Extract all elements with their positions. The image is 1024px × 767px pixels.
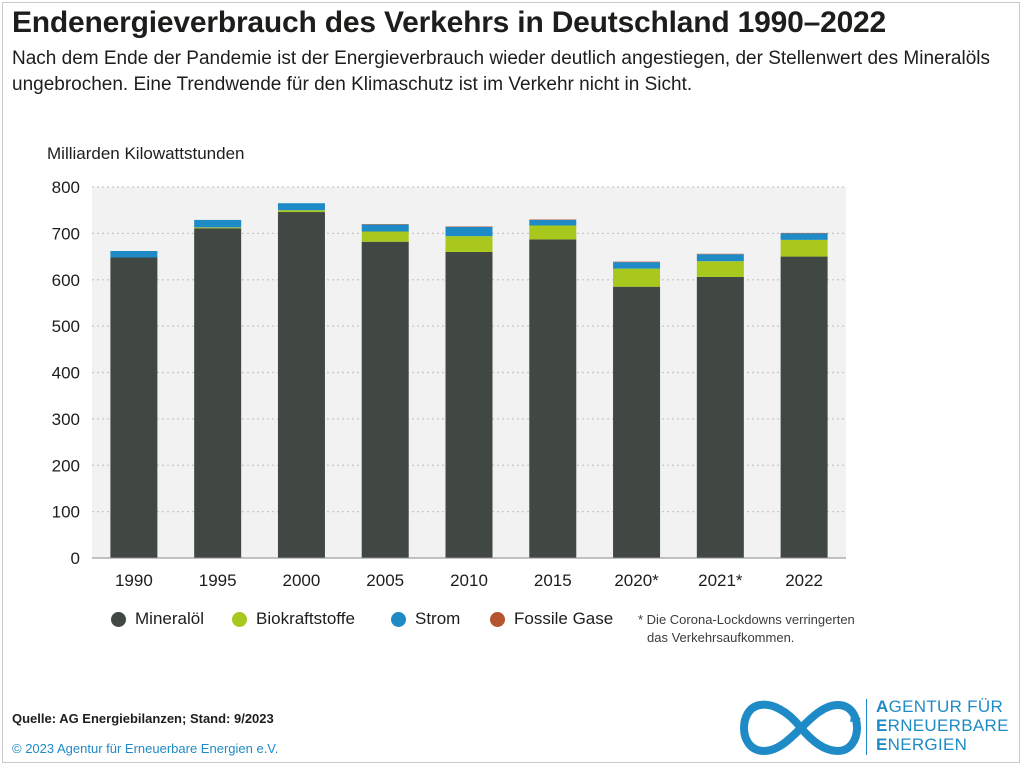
legend-item-mineraloel: Mineralöl [111, 608, 204, 630]
bar-segment-strom-2000 [277, 203, 325, 211]
bar-chart: 0 100 200 300 400 500 600 700 800 1990 1995 2000 200… [52, 178, 846, 590]
legend-swatch-fossile-gase [490, 611, 505, 627]
bar-segment-mineral-l-1990 [110, 257, 158, 558]
copyright-note: © 2023 Agentur für Erneuerbare Energien … [12, 741, 279, 756]
bar-segment-strom-2020 [613, 262, 661, 269]
footnote-line-2: das Verkehrsaufkommen. [647, 630, 795, 645]
chart-subtitle: Nach dem Ende der Pandemie ist der Energ… [12, 48, 990, 95]
x-tick-label: 2005 [366, 571, 404, 590]
x-tick-label: 2021* [698, 571, 743, 590]
footnote-line-1: * Die Corona-Lockdowns verringerten [638, 612, 855, 627]
y-tick-label: 500 [52, 317, 80, 336]
bar-segment-mineral-l-2015 [529, 239, 577, 558]
legend-label-biokraftstoffe: Biokraftstoffe [256, 609, 355, 628]
bar-segment-mineral-l-2010 [445, 251, 493, 559]
bar-segment-strom-2005 [361, 224, 409, 232]
logo-wordmark: AGENTUR FÜR ERNEUERBARE ENERGIEN [876, 697, 1009, 754]
bar-segment-biokraftstoffe-2010 [445, 236, 493, 252]
logo-line-2: RNEUERBARE [887, 716, 1009, 735]
y-axis-label: Milliarden Kilowattstunden [47, 144, 245, 163]
bar-segment-mineral-l-2000 [277, 212, 325, 559]
x-tick-label: 2022 [785, 571, 823, 590]
legend-swatch-strom [391, 611, 406, 627]
x-tick-label: 1990 [115, 571, 153, 590]
bar-segment-strom-1995 [194, 219, 242, 228]
x-tick-label: 2015 [534, 571, 572, 590]
bar-segment-strom-2015 [529, 219, 577, 226]
logo-line-3: NERGIEN [887, 735, 968, 754]
x-tick-label: 1995 [199, 571, 237, 590]
x-tick-label: 2020* [614, 571, 659, 590]
bar-segment-strom-2021 [696, 254, 744, 262]
bar-segment-mineral-l-2005 [361, 241, 409, 558]
bar-segment-biokraftstoffe-2000 [277, 210, 325, 213]
y-tick-label: 700 [52, 224, 80, 243]
bar-segment-strom-1990 [110, 250, 158, 258]
x-tick-label: 2000 [283, 571, 321, 590]
legend-swatch-mineraloel [111, 611, 126, 627]
y-tick-label: 0 [71, 549, 80, 568]
bar-segment-biokraftstoffe-2015 [529, 225, 577, 240]
bar-segment-biokraftstoffe-2020 [613, 268, 661, 287]
bar-segment-mineral-l-2021 [696, 276, 744, 558]
y-tick-label: 600 [52, 271, 80, 290]
bar-segment-biokraftstoffe-2021 [696, 261, 744, 277]
logo-initial-2: E [876, 716, 888, 735]
y-tick-label: 300 [52, 410, 80, 429]
logo-initial-1: A [876, 697, 889, 716]
logo-initial-3: E [876, 735, 888, 754]
logo-divider [866, 699, 867, 755]
source-note: Quelle: AG Energiebilanzen; Stand: 9/202… [12, 711, 274, 726]
y-tick-label: 400 [52, 364, 80, 383]
bar-segment-mineral-l-2020 [613, 286, 661, 558]
bar-segment-mineral-l-1995 [194, 228, 242, 558]
bar-segment-strom-2010 [445, 226, 493, 237]
bar-segment-biokraftstoffe-1995 [194, 227, 242, 229]
y-tick-label: 800 [52, 178, 80, 197]
logo-line-1: GENTUR FÜR [888, 697, 1004, 716]
bar-segment-strom-2022 [780, 233, 828, 240]
legend-label-strom: Strom [415, 609, 461, 628]
legend-label-fossile-gase: Fossile Gase [514, 609, 614, 628]
legend-swatch-biokraftstoffe [232, 611, 247, 627]
legend-label-mineraloel: Mineralöl [135, 609, 204, 628]
y-tick-label: 200 [52, 456, 80, 475]
legend-item-fossile-gase: Fossile Gase [490, 608, 613, 630]
bar-segment-biokraftstoffe-2005 [361, 231, 409, 242]
chart-title: Endenergieverbrauch des Verkehrs in Deut… [12, 6, 887, 39]
legend-item-biokraftstoffe: Biokraftstoffe [232, 608, 355, 630]
bar-segment-biokraftstoffe-2022 [780, 239, 828, 257]
infinity-logo-icon [740, 700, 862, 756]
footnote: * Die Corona-Lockdowns verringerten das … [638, 611, 855, 647]
legend-item-strom: Strom [391, 608, 460, 630]
y-tick-label: 100 [52, 503, 80, 522]
x-tick-label: 2010 [450, 571, 488, 590]
bar-segment-mineral-l-2022 [780, 256, 828, 558]
